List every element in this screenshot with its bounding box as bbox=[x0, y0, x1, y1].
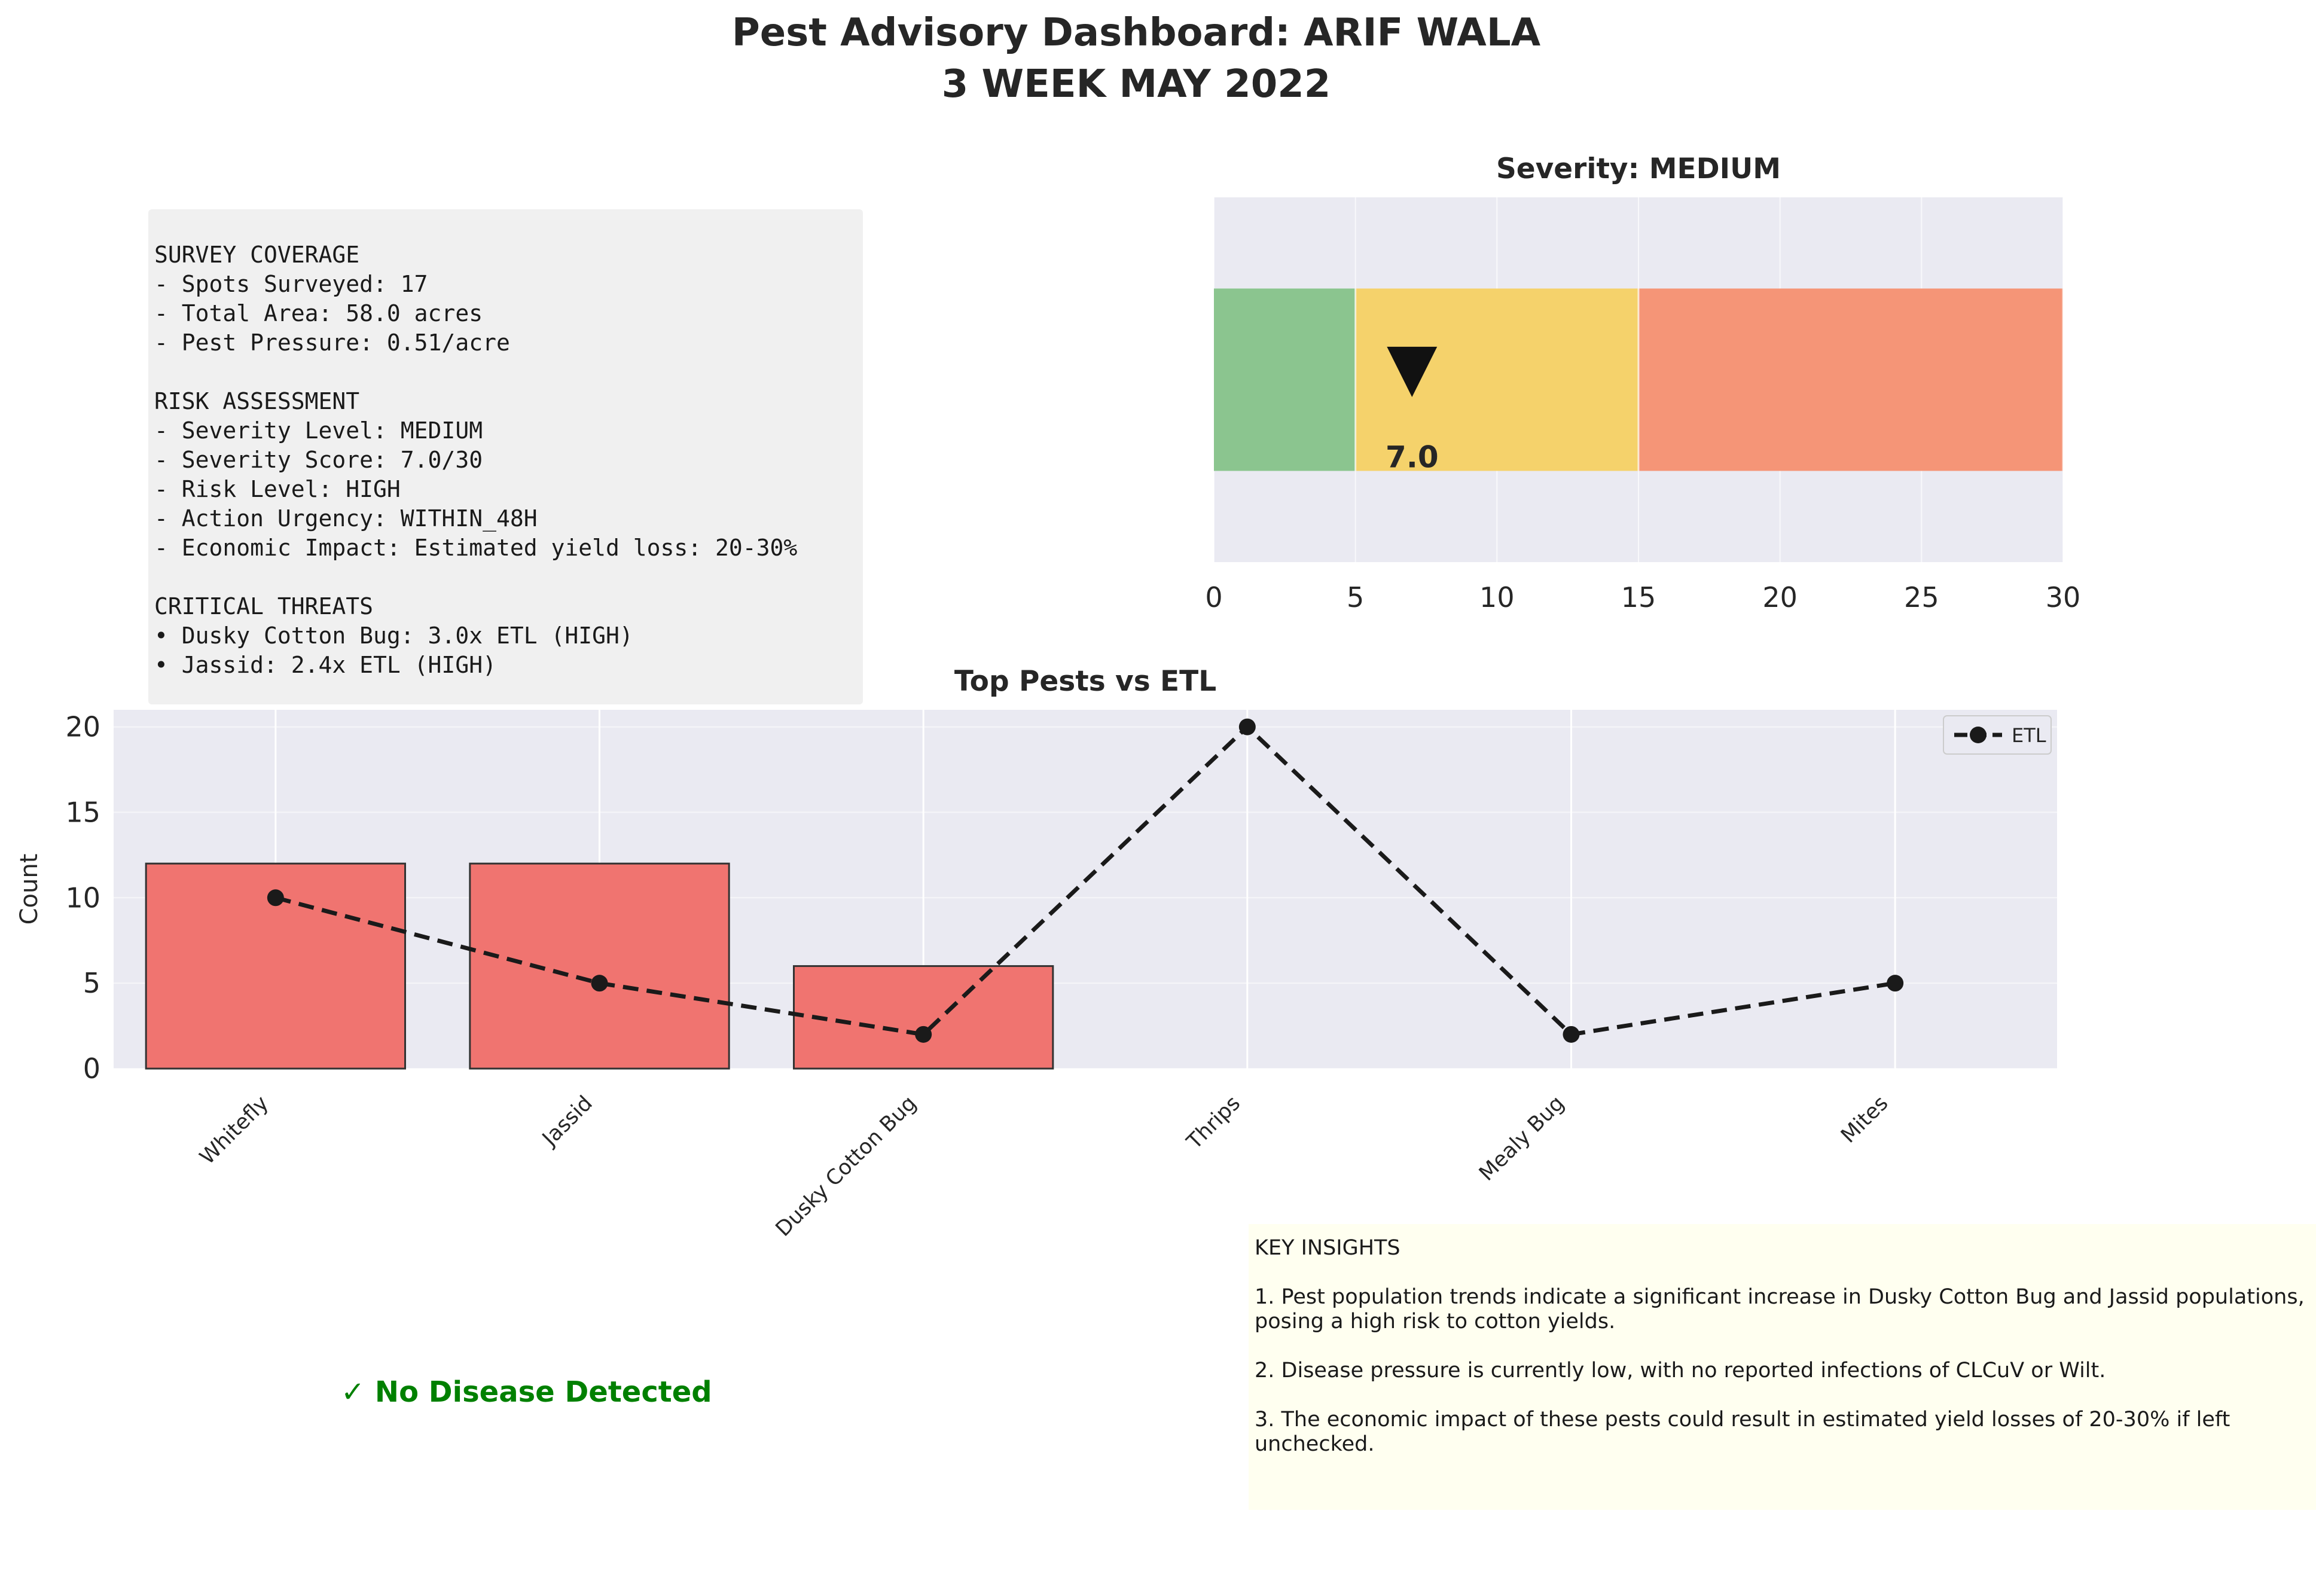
insight-item: 1. Pest population trends indicate a sig… bbox=[1255, 1285, 2305, 1333]
gauge-value-label: 7.0 bbox=[1386, 440, 1439, 474]
gauge-tick-label: 10 bbox=[1479, 581, 1515, 614]
bar bbox=[469, 862, 730, 1070]
summary-line bbox=[154, 563, 863, 592]
key-insights-box: KEY INSIGHTS 1. Pest population trends i… bbox=[1249, 1224, 2316, 1510]
y-tick-label: 15 bbox=[65, 796, 100, 828]
summary-line: RISK ASSESSMENT bbox=[154, 388, 360, 414]
x-tick-label: Dusky Cotton Bug bbox=[771, 1091, 921, 1241]
summary-line bbox=[154, 358, 863, 387]
etl-line bbox=[274, 724, 1896, 1037]
gauge-tick-label: 5 bbox=[1347, 581, 1364, 614]
summary-box: SURVEY COVERAGE - Spots Surveyed: 17 - Tot… bbox=[148, 209, 863, 704]
summary-line: - Total Area: 58.0 acres bbox=[154, 300, 483, 326]
summary-line: • Jassid: 2.4x ETL (HIGH) bbox=[154, 652, 496, 678]
dashboard-title-line1: Pest Advisory Dashboard: ARIF WALA bbox=[731, 11, 1541, 55]
etl-point bbox=[1887, 975, 1904, 992]
gauge-zone bbox=[1355, 288, 1638, 471]
y-axis-label: Count bbox=[16, 854, 43, 925]
x-tick-label: Mites bbox=[1836, 1091, 1893, 1148]
x-tick-label: Jassid bbox=[537, 1091, 597, 1152]
summary-line: - Action Urgency: WITHIN_48H bbox=[154, 505, 538, 532]
gauge-title: Severity: MEDIUM bbox=[1496, 152, 1781, 185]
dashboard-title-line2: 3 WEEK MAY 2022 bbox=[941, 62, 1331, 106]
y-tick-label: 0 bbox=[83, 1052, 100, 1085]
etl-point bbox=[1238, 718, 1256, 736]
legend-marker bbox=[1970, 727, 1987, 743]
summary-line: - Pest Pressure: 0.51/acre bbox=[154, 329, 510, 356]
x-tick-label: Thrips bbox=[1182, 1091, 1245, 1154]
disease-status: ✓ No Disease Detected bbox=[341, 1375, 712, 1409]
insight-item: 2. Disease pressure is currently low, wi… bbox=[1255, 1359, 2106, 1383]
gauge-tick-label: 20 bbox=[1762, 581, 1798, 614]
summary-line: - Risk Level: HIGH bbox=[154, 476, 401, 502]
bar-plot-area bbox=[114, 710, 2057, 1069]
severity-gauge-chart: ▼ 7.0 0 5 10 15 20 25 30 bbox=[1205, 197, 2081, 614]
summary-line: - Spots Surveyed: 17 bbox=[154, 271, 428, 297]
etl-point bbox=[591, 975, 608, 992]
etl-point bbox=[1563, 1026, 1580, 1043]
y-tick-label: 10 bbox=[65, 881, 100, 914]
summary-line: CRITICAL THREATS bbox=[154, 593, 374, 620]
summary-line: • Dusky Cotton Bug: 3.0x ETL (HIGH) bbox=[154, 622, 633, 649]
summary-line: - Severity Score: 7.0/30 bbox=[154, 447, 483, 473]
x-tick-label: Whitefly bbox=[196, 1091, 273, 1169]
pests-vs-etl-chart: 0 5 10 15 20 Count Whitefly Jassid Dusky Cotton … bbox=[16, 710, 2057, 1241]
etl-point bbox=[267, 889, 284, 907]
etl-point bbox=[915, 1026, 932, 1043]
x-tick-label: Mealy Bug bbox=[1475, 1091, 1569, 1186]
bar-chart-title: Top Pests vs ETL bbox=[954, 665, 1217, 698]
gauge-zone bbox=[1638, 288, 2063, 471]
summary-line: - Severity Level: MEDIUM bbox=[154, 417, 483, 444]
gauge-tick-label: 25 bbox=[1904, 581, 1939, 614]
y-tick-label: 20 bbox=[65, 711, 100, 743]
gauge-tick-label: 15 bbox=[1621, 581, 1656, 614]
summary-line: SURVEY COVERAGE bbox=[154, 242, 360, 268]
legend-label: ETL bbox=[2012, 724, 2046, 747]
summary-line: - Economic Impact: Estimated yield loss:… bbox=[154, 535, 798, 561]
bar bbox=[793, 965, 1054, 1070]
y-tick-label: 5 bbox=[83, 967, 100, 999]
gauge-tick-label: 0 bbox=[1205, 581, 1222, 614]
gauge-marker-icon: ▼ bbox=[1387, 328, 1438, 404]
key-insights-header: KEY INSIGHTS bbox=[1255, 1236, 1400, 1260]
gauge-tick-label: 30 bbox=[2046, 581, 2081, 614]
insight-item: 3. The economic impact of these pests co… bbox=[1255, 1408, 2230, 1456]
dashboard-title: Pest Advisory Dashboard: ARIF WALA 3 WEE… bbox=[0, 7, 2272, 110]
gauge-zone bbox=[1214, 288, 1356, 471]
